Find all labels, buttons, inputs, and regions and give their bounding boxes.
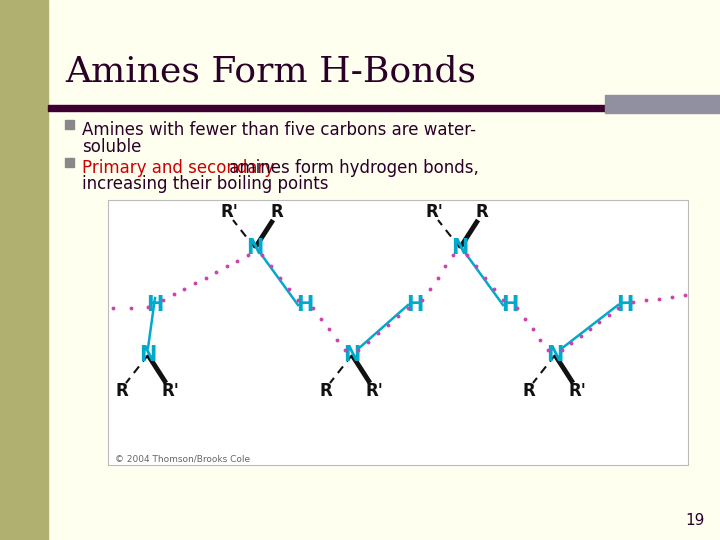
- Text: R: R: [320, 382, 333, 400]
- Bar: [108, 200, 688, 465]
- Text: R': R': [161, 382, 179, 400]
- Text: H: H: [297, 295, 314, 315]
- Text: 19: 19: [685, 513, 705, 528]
- Bar: [48, 105, 720, 111]
- Text: amines form hydrogen bonds,: amines form hydrogen bonds,: [224, 159, 479, 177]
- Text: soluble: soluble: [82, 138, 141, 156]
- Text: R': R': [568, 382, 586, 400]
- Text: Amines Form H-Bonds: Amines Form H-Bonds: [65, 55, 476, 89]
- Text: R': R': [425, 203, 443, 221]
- Text: R: R: [476, 203, 488, 221]
- Text: R: R: [271, 203, 284, 221]
- Text: H: H: [406, 295, 423, 315]
- Text: H: H: [501, 295, 518, 315]
- Text: N: N: [343, 345, 361, 365]
- Text: N: N: [139, 345, 157, 365]
- Text: R': R': [220, 203, 238, 221]
- Text: Amines with fewer than five carbons are water-: Amines with fewer than five carbons are …: [82, 121, 476, 139]
- Bar: [605, 95, 720, 113]
- Text: © 2004 Thomson/Brooks Cole: © 2004 Thomson/Brooks Cole: [115, 455, 250, 464]
- Text: R: R: [116, 382, 128, 400]
- Text: H: H: [616, 295, 634, 315]
- Text: increasing their boiling points: increasing their boiling points: [82, 175, 328, 193]
- Text: R: R: [523, 382, 536, 400]
- Text: H: H: [146, 295, 163, 315]
- Text: Primary and secondary: Primary and secondary: [82, 159, 274, 177]
- Bar: [0, 0, 48, 540]
- Text: N: N: [451, 238, 469, 258]
- Bar: [65, 120, 74, 129]
- Text: N: N: [546, 345, 564, 365]
- Text: R': R': [365, 382, 383, 400]
- Bar: [65, 158, 74, 167]
- Text: N: N: [246, 238, 264, 258]
